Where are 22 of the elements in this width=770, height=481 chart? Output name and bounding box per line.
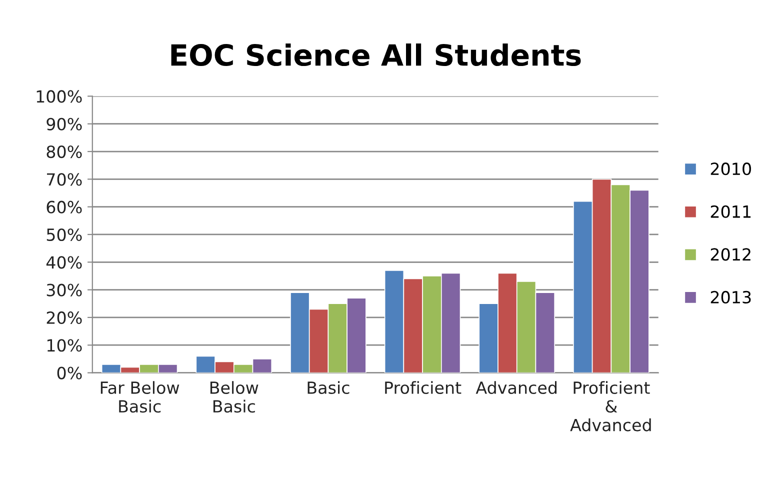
y-tick-label: 80% xyxy=(46,145,82,158)
x-tick-label: Basic xyxy=(308,381,350,394)
x-tick-label: Far Below Basic xyxy=(100,381,180,413)
legend-label: 2011 xyxy=(710,205,751,218)
y-tick-label: 10% xyxy=(47,339,82,352)
x-tick-label: Proficient & Advanced xyxy=(570,381,651,432)
y-tick-label: 60% xyxy=(46,200,82,214)
y-tick-label: 100% xyxy=(36,90,82,103)
legend-label: 2010 xyxy=(710,162,751,176)
y-tick-label: 0% xyxy=(57,366,82,380)
y-tick-label: 90% xyxy=(46,118,82,130)
x-tick-label: Advanced xyxy=(476,381,557,394)
y-tick-label: 20% xyxy=(46,311,82,324)
chart-title: EOC Science All Students xyxy=(171,43,581,66)
x-tick-label: Below Basic xyxy=(210,381,258,413)
y-tick-label: 30% xyxy=(46,284,82,296)
y-tick-label: 70% xyxy=(47,173,82,186)
y-tick-label: 50% xyxy=(46,228,82,242)
x-tick-label: Proficient xyxy=(385,381,462,394)
legend-label: 2012 xyxy=(710,248,750,261)
y-tick-label: 40% xyxy=(46,256,82,269)
legend-label: 2013 xyxy=(710,290,751,304)
